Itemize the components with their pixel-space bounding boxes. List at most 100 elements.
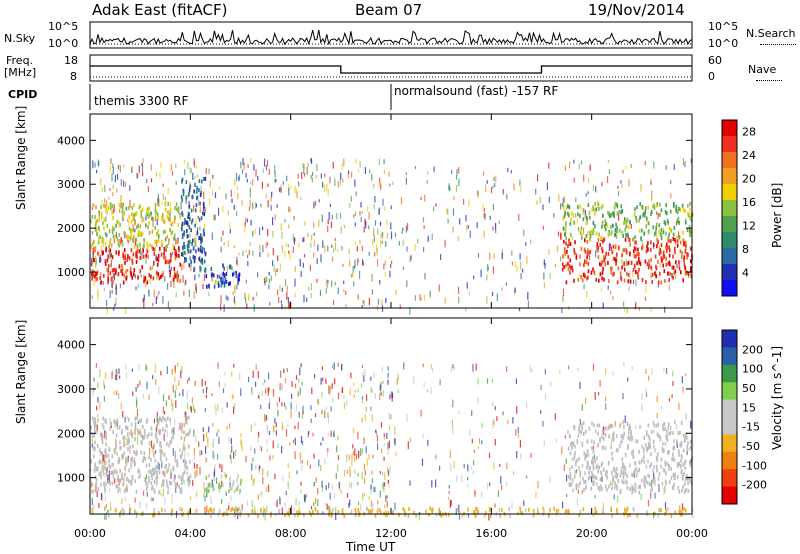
- noise-pixel: [202, 427, 204, 433]
- noise-pixel: [657, 213, 659, 220]
- data-cell: [99, 460, 102, 464]
- data-cell: [284, 513, 286, 518]
- noise-pixel: [106, 466, 108, 473]
- noise-pixel: [628, 179, 630, 187]
- noise-pixel: [270, 196, 272, 202]
- data-cell: [686, 444, 689, 449]
- data-cell: [132, 239, 135, 244]
- noise-pixel: [208, 168, 210, 174]
- data-cell: [678, 509, 681, 514]
- noise-pixel: [516, 406, 518, 414]
- data-cell: [157, 212, 159, 217]
- noise-pixel: [193, 204, 195, 212]
- noise-pixel: [317, 488, 319, 495]
- data-cell: [162, 213, 164, 217]
- noise-pixel: [281, 402, 283, 407]
- noise-pixel: [97, 295, 99, 301]
- data-cell: [133, 457, 136, 462]
- data-cell: [634, 264, 636, 269]
- noise-pixel: [313, 240, 315, 247]
- noise-pixel: [110, 507, 112, 512]
- noise-pixel: [385, 241, 387, 247]
- data-cell: [632, 472, 635, 477]
- noise-pixel: [151, 446, 153, 452]
- data-cell: [232, 272, 234, 277]
- noise-pixel: [95, 260, 97, 268]
- data-cell: [660, 232, 663, 237]
- data-cell: [94, 429, 96, 434]
- noise-pixel: [290, 402, 292, 410]
- noise-pixel: [540, 384, 542, 390]
- noise-pixel: [197, 215, 199, 219]
- noise-pixel: [595, 186, 597, 193]
- noise-pixel: [653, 430, 655, 434]
- data-cell: [172, 244, 174, 249]
- noise-pixel: [390, 222, 392, 230]
- data-cell: [115, 268, 117, 273]
- noise-pixel: [474, 491, 476, 497]
- noise-pixel: [111, 371, 113, 380]
- data-cell: [619, 271, 622, 276]
- data-cell: [136, 428, 139, 433]
- data-cell: [186, 420, 188, 425]
- noise-pixel: [166, 235, 168, 239]
- noise-pixel: [440, 254, 442, 261]
- data-cell: [648, 264, 650, 269]
- data-cell: [676, 264, 678, 269]
- noise-pixel: [155, 379, 157, 385]
- data-cell: [553, 506, 555, 511]
- noise-pixel: [123, 164, 125, 168]
- data-cell: [603, 277, 605, 282]
- noise-pixel: [389, 270, 391, 278]
- data-cell: [662, 230, 665, 235]
- data-cell: [586, 255, 588, 260]
- noise-pixel: [689, 207, 691, 212]
- noise-pixel: [274, 418, 276, 424]
- noise-pixel: [320, 173, 322, 179]
- data-cell: [683, 507, 685, 511]
- data-cell: [98, 460, 100, 465]
- data-cell: [202, 228, 205, 233]
- noise-pixel: [423, 247, 425, 253]
- data-cell: [107, 453, 109, 458]
- data-cell: [225, 474, 227, 479]
- data-cell: [679, 512, 682, 517]
- data-cell: [689, 229, 691, 234]
- data-cell: [676, 439, 678, 444]
- noise-pixel: [359, 210, 361, 216]
- noise-pixel: [286, 175, 288, 182]
- data-cell: [211, 272, 213, 277]
- noise-pixel: [221, 499, 223, 504]
- noise-pixel: [196, 491, 198, 497]
- data-cell: [170, 254, 172, 258]
- noise-pixel: [168, 265, 170, 273]
- noise-pixel: [473, 275, 475, 280]
- data-cell: [598, 423, 601, 428]
- data-cell: [222, 513, 224, 518]
- data-cell: [643, 475, 646, 480]
- noise-pixel: [362, 493, 364, 501]
- colorbar-tick-label: 12: [742, 220, 756, 233]
- data-cell: [131, 433, 133, 438]
- noise-pixel: [548, 248, 550, 255]
- noise-pixel: [235, 449, 237, 457]
- noise-pixel: [362, 261, 364, 266]
- noise-pixel: [337, 181, 339, 188]
- data-cell: [626, 480, 628, 485]
- noise-pixel: [302, 237, 304, 243]
- data-cell: [565, 280, 568, 285]
- noise-pixel: [272, 389, 275, 397]
- data-cell: [153, 261, 155, 265]
- data-cell: [569, 258, 572, 263]
- noise-pixel: [272, 440, 274, 449]
- data-cell: [595, 277, 597, 282]
- data-cell: [176, 463, 178, 468]
- data-cell: [660, 256, 663, 261]
- data-cell: [143, 279, 145, 284]
- data-cell: [186, 229, 188, 233]
- data-cell: [93, 247, 95, 251]
- data-cell: [332, 507, 334, 512]
- data-cell: [571, 265, 573, 270]
- noise-pixel: [374, 487, 376, 493]
- data-cell: [593, 207, 595, 212]
